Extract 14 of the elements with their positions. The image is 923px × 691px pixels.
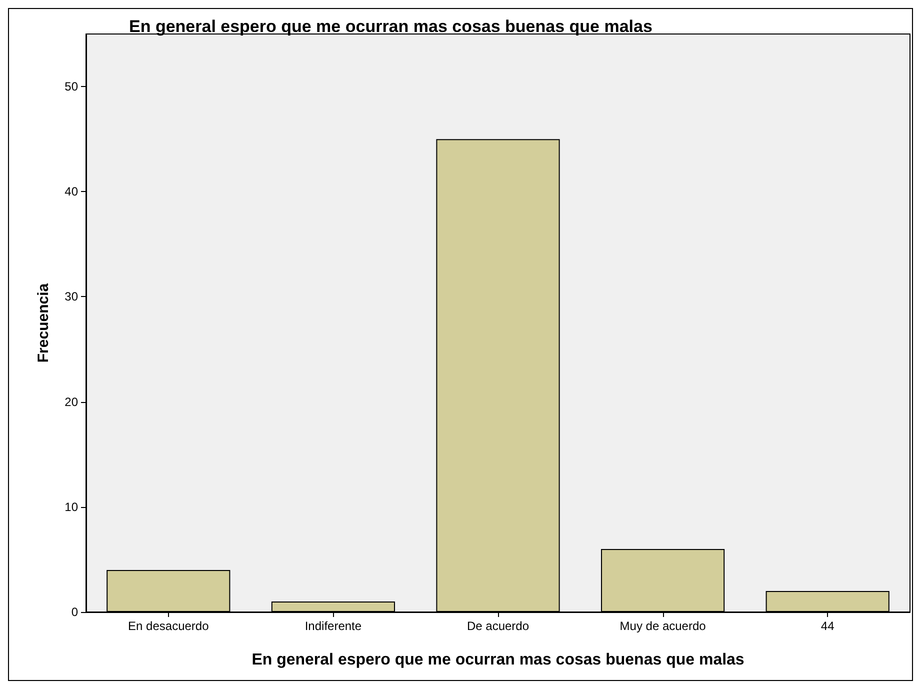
y-axis-title: Frecuencia — [35, 282, 52, 363]
x-tick-label: 44 — [820, 619, 835, 633]
x-tick-label: En desacuerdo — [128, 619, 210, 633]
chart-title: En general espero que me ocurran mas cosas buenas que malas — [129, 17, 652, 36]
y-tick-label: 30 — [64, 290, 78, 304]
x-tick-label: Muy de acuerdo — [620, 619, 706, 633]
x-tick-label: De acuerdo — [466, 619, 530, 633]
y-tick-label: 0 — [71, 605, 78, 619]
y-tick-label: 10 — [64, 500, 78, 514]
y-tick-label: 40 — [64, 184, 78, 199]
y-tick-label: 20 — [64, 394, 78, 409]
x-axis-title: En general espero que me ocurran mas cosas buenas que malas — [252, 652, 744, 668]
y-tick-label: 50 — [64, 80, 78, 94]
x-tick-label: Indiferente — [304, 619, 362, 633]
